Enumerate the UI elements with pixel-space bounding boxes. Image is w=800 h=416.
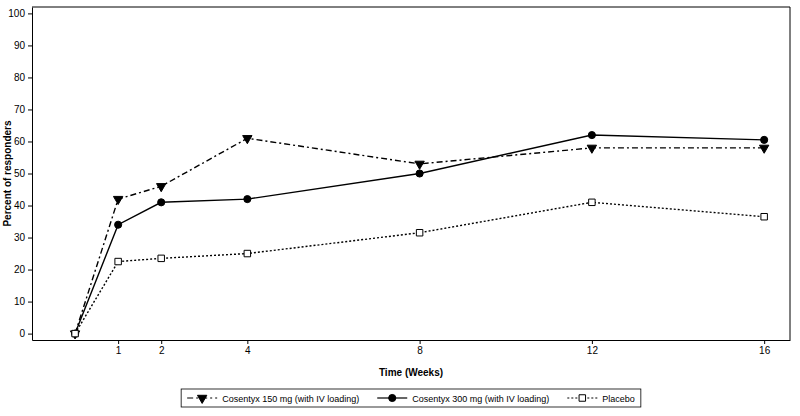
series-marker xyxy=(158,255,164,261)
y-tick-label: 50 xyxy=(14,168,26,179)
y-tick-label: 10 xyxy=(14,296,26,307)
x-tick-mark xyxy=(592,340,593,344)
series-marker xyxy=(158,199,165,206)
x-tick: 4 xyxy=(245,340,251,356)
y-tick-mark xyxy=(28,238,32,239)
frame xyxy=(32,7,790,8)
y-tick-mark xyxy=(28,334,32,335)
y-tick-label: 70 xyxy=(14,104,26,115)
y-tick-mark xyxy=(28,206,32,207)
series-marker xyxy=(587,145,596,153)
x-tick: 8 xyxy=(417,340,423,356)
y-tick-mark xyxy=(28,174,32,175)
x-tick-mark xyxy=(161,340,162,344)
legend-item: Cosentyx 150 mg (with IV loading) xyxy=(187,394,359,404)
y-tick: 0 xyxy=(19,328,32,339)
legend-item: Placebo xyxy=(567,394,635,404)
series-marker xyxy=(415,161,424,169)
x-tick: 16 xyxy=(759,340,771,356)
series-marker xyxy=(244,250,250,256)
series-marker xyxy=(72,330,78,336)
x-tick: 2 xyxy=(159,340,165,356)
series-marker xyxy=(761,213,767,219)
legend-label: Placebo xyxy=(602,394,635,404)
chart: 010203040506070809010012481216Time (Week… xyxy=(0,0,800,416)
y-tick-label: 80 xyxy=(14,72,26,83)
x-axis-title: Time (Weeks) xyxy=(379,367,443,378)
x-tick-label: 8 xyxy=(417,345,423,356)
y-axis-title: Percent of responders xyxy=(2,120,13,227)
plot: 010203040506070809010012481216 xyxy=(8,7,790,356)
y-tick: 70 xyxy=(14,104,32,115)
series-marker xyxy=(72,330,79,337)
x-tick-label: 12 xyxy=(587,345,599,356)
x-tick-label: 16 xyxy=(759,345,771,356)
series-marker xyxy=(70,331,79,339)
x-tick-mark xyxy=(764,340,765,344)
series-marker xyxy=(113,196,122,204)
series-marker xyxy=(115,258,121,264)
frame xyxy=(790,7,791,340)
series-marker xyxy=(759,145,768,153)
y-tick-mark xyxy=(28,13,32,14)
y-tick: 100 xyxy=(8,8,32,19)
y-tick: 50 xyxy=(14,168,32,179)
legend-label: Cosentyx 300 mg (with IV loading) xyxy=(412,394,549,404)
legend-marker xyxy=(389,394,396,401)
series-marker xyxy=(761,136,768,143)
legend: Cosentyx 150 mg (with IV loading) Cosenty… xyxy=(181,389,641,407)
y-axis-line xyxy=(32,8,33,341)
y-tick-mark xyxy=(28,45,32,46)
y-tick: 10 xyxy=(14,296,32,307)
data-area xyxy=(70,132,768,339)
series-marker xyxy=(157,184,166,192)
y-tick-mark xyxy=(28,141,32,142)
series-marker xyxy=(243,136,252,144)
series-marker xyxy=(589,199,595,205)
y-tick-mark xyxy=(28,77,32,78)
legend-marker xyxy=(197,395,206,403)
y-tick-label: 40 xyxy=(14,200,26,211)
y-tick-label: 90 xyxy=(14,40,26,51)
y-tick: 20 xyxy=(14,264,32,275)
y-tick: 90 xyxy=(14,40,32,51)
legend-box xyxy=(181,389,641,407)
y-tick-mark xyxy=(28,302,32,303)
x-tick-mark xyxy=(247,340,248,344)
y-tick-label: 20 xyxy=(14,264,26,275)
legend-item: Cosentyx 300 mg (with IV loading) xyxy=(377,394,549,404)
series-marker xyxy=(588,132,595,139)
x-axis-line xyxy=(33,340,791,341)
y-tick-label: 30 xyxy=(14,232,26,243)
y-tick-mark xyxy=(28,270,32,271)
y-tick-label: 100 xyxy=(8,8,25,19)
y-tick: 60 xyxy=(14,136,32,147)
x-tick-label: 4 xyxy=(245,345,251,356)
x-tick: 12 xyxy=(587,340,599,356)
y-tick: 80 xyxy=(14,72,32,83)
series-line xyxy=(75,138,764,333)
x-tick: 1 xyxy=(116,340,122,356)
y-tick-label: 0 xyxy=(19,328,25,339)
series-line xyxy=(75,135,764,334)
x-tick-mark xyxy=(420,340,421,344)
x-axis: 12481216 xyxy=(33,340,791,356)
series-marker xyxy=(416,170,423,177)
x-tick-mark xyxy=(118,340,119,344)
series-marker xyxy=(244,196,251,203)
y-tick: 40 xyxy=(14,200,32,211)
series-marker xyxy=(115,221,122,228)
legend-label: Cosentyx 150 mg (with IV loading) xyxy=(222,394,359,404)
series-marker xyxy=(416,229,422,235)
x-tick-label: 2 xyxy=(159,345,165,356)
y-tick-mark xyxy=(28,109,32,110)
x-tick-label: 1 xyxy=(116,345,122,356)
legend-marker xyxy=(579,395,585,401)
y-tick-label: 60 xyxy=(14,136,26,147)
y-tick: 30 xyxy=(14,232,32,243)
series-line xyxy=(75,202,764,333)
